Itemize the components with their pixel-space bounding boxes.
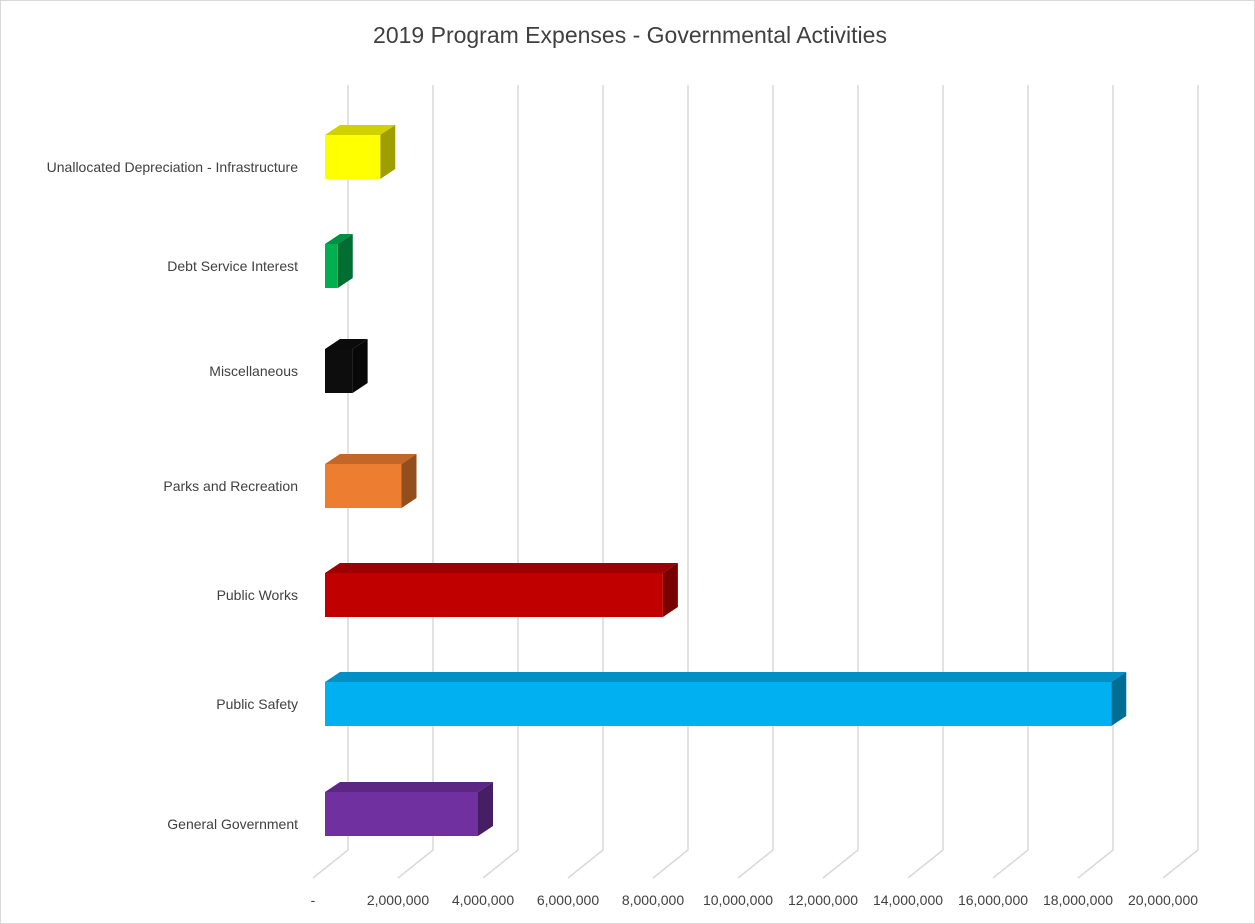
bar xyxy=(325,672,1127,726)
chart-title: 2019 Program Expenses - Governmental Act… xyxy=(373,22,887,48)
bar-side-face xyxy=(1111,672,1127,726)
bar-top-face xyxy=(325,782,493,792)
bar-top-face xyxy=(325,339,368,349)
bar-top-face xyxy=(325,672,1127,682)
bar xyxy=(325,563,678,617)
bar-front-face xyxy=(325,573,663,617)
bar xyxy=(325,782,493,836)
x-tick-label: 20,000,000 xyxy=(1128,892,1198,908)
bar-side-face xyxy=(662,563,678,617)
x-tick-label: 10,000,000 xyxy=(703,892,773,908)
x-tick-labels: - 2,000,000 4,000,000 6,000,000 8,000,000 10,… xyxy=(311,892,1199,908)
bar-front-face xyxy=(325,682,1112,726)
x-tick-label: 6,000,000 xyxy=(537,892,599,908)
gridline xyxy=(822,85,859,879)
bar-top-face xyxy=(325,454,417,464)
x-tick-label: 4,000,000 xyxy=(452,892,514,908)
x-tick-label: 18,000,000 xyxy=(1043,892,1113,908)
bar-side-face xyxy=(401,454,417,508)
gridline xyxy=(1077,85,1114,879)
category-label: Public Safety xyxy=(216,696,298,712)
bar xyxy=(325,454,417,508)
gridline xyxy=(992,85,1029,879)
bar-front-face xyxy=(325,135,381,179)
bar xyxy=(325,234,353,288)
gridline xyxy=(907,85,944,879)
category-label: Debt Service Interest xyxy=(167,258,298,274)
gridline xyxy=(652,85,689,879)
gridline xyxy=(397,85,434,879)
bar-side-face xyxy=(380,125,396,179)
x-tick-label: - xyxy=(311,892,316,908)
gridline xyxy=(482,85,519,879)
bar-top-face xyxy=(325,234,353,244)
bar-front-face xyxy=(325,792,478,836)
category-label: General Government xyxy=(167,816,298,832)
bar-front-face xyxy=(325,244,338,288)
category-label: Parks and Recreation xyxy=(163,478,298,494)
bar-side-face xyxy=(352,339,368,393)
bars xyxy=(325,125,1127,836)
category-label: Unallocated Depreciation - Infrastructur… xyxy=(47,159,299,175)
bar xyxy=(325,125,396,179)
bar-front-face xyxy=(325,349,353,393)
gridlines xyxy=(312,85,1199,879)
category-label: Public Works xyxy=(217,587,298,603)
x-tick-label: 2,000,000 xyxy=(367,892,429,908)
x-tick-label: 12,000,000 xyxy=(788,892,858,908)
gridline xyxy=(567,85,604,879)
bar xyxy=(325,339,368,393)
category-labels: General Government Public Safety Public Wo… xyxy=(47,159,299,832)
gridline xyxy=(737,85,774,879)
x-tick-label: 8,000,000 xyxy=(622,892,684,908)
x-tick-label: 16,000,000 xyxy=(958,892,1028,908)
bar-side-face xyxy=(478,782,493,836)
gridline xyxy=(1162,85,1199,879)
bar-side-face xyxy=(337,234,353,288)
x-tick-label: 14,000,000 xyxy=(873,892,943,908)
bar-top-face xyxy=(325,563,678,573)
bar-front-face xyxy=(325,464,402,508)
category-label: Miscellaneous xyxy=(209,363,298,379)
bar-top-face xyxy=(325,125,396,135)
